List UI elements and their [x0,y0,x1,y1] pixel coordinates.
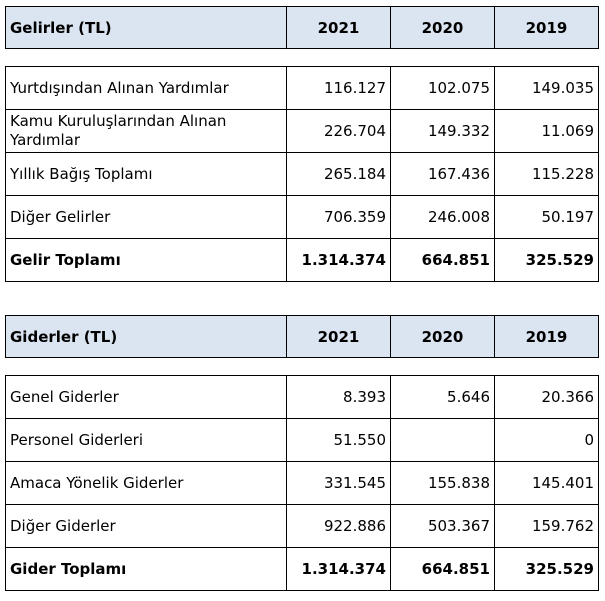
row-label: Personel Giderleri [5,418,287,462]
expense-header-2019: 2019 [494,315,599,358]
value-2020: 102.075 [390,66,495,110]
table-row: Personel Giderleri 51.550 0 [5,418,599,462]
value-2021: 116.127 [286,66,391,110]
value-2021: 331.545 [286,461,391,505]
value-2019: 20.366 [494,375,599,419]
income-header-2021: 2021 [286,6,391,49]
table-row: Diğer Gelirler 706.359 246.008 50.197 [5,195,599,239]
table-row: Genel Giderler 8.393 5.646 20.366 [5,375,599,419]
row-label: Kamu Kuruluşlarından Alınan Yardımlar [5,109,287,153]
value-2019: 0 [494,418,599,462]
income-header-label: Gelirler (TL) [5,6,287,49]
value-2019: 159.762 [494,504,599,548]
value-2021: 706.359 [286,195,391,239]
expense-header-2020: 2020 [390,315,495,358]
income-header-2020: 2020 [390,6,495,49]
value-2020: 155.838 [390,461,495,505]
total-2019: 325.529 [494,547,599,591]
income-header-2019: 2019 [494,6,599,49]
value-2020: 5.646 [390,375,495,419]
row-label: Diğer Giderler [5,504,287,548]
total-2021: 1.314.374 [286,547,391,591]
value-2019: 149.035 [494,66,599,110]
expense-header-2021: 2021 [286,315,391,358]
income-header-row: Gelirler (TL) 2021 2020 2019 [5,6,599,49]
total-2020: 664.851 [390,547,495,591]
value-2019: 11.069 [494,109,599,153]
row-label: Yıllık Bağış Toplamı [5,152,287,196]
row-label: Diğer Gelirler [5,195,287,239]
spacer-row [5,357,599,376]
total-2019: 325.529 [494,238,599,282]
value-2019: 50.197 [494,195,599,239]
expense-header-label: Giderler (TL) [5,315,287,358]
row-label: Amaca Yönelik Giderler [5,461,287,505]
total-2021: 1.314.374 [286,238,391,282]
total-row: Gelir Toplamı 1.314.374 664.851 325.529 [5,238,599,282]
value-2020: 246.008 [390,195,495,239]
value-2021: 51.550 [286,418,391,462]
income-table: Gelirler (TL) 2021 2020 2019 Yurtdışında… [5,6,599,282]
expense-table: Giderler (TL) 2021 2020 2019 Genel Gider… [5,315,599,591]
total-2020: 664.851 [390,238,495,282]
value-2020: 503.367 [390,504,495,548]
table-row: Yıllık Bağış Toplamı 265.184 167.436 115… [5,152,599,196]
table-row: Amaca Yönelik Giderler 331.545 155.838 1… [5,461,599,505]
table-row: Diğer Giderler 922.886 503.367 159.762 [5,504,599,548]
value-2021: 265.184 [286,152,391,196]
row-label: Yurtdışından Alınan Yardımlar [5,66,287,110]
total-row: Gider Toplamı 1.314.374 664.851 325.529 [5,547,599,591]
expense-header-row: Giderler (TL) 2021 2020 2019 [5,315,599,358]
value-2020 [390,418,495,462]
value-2019: 145.401 [494,461,599,505]
value-2019: 115.228 [494,152,599,196]
table-row: Kamu Kuruluşlarından Alınan Yardımlar 22… [5,109,599,153]
table-row: Yurtdışından Alınan Yardımlar 116.127 10… [5,66,599,110]
row-label: Genel Giderler [5,375,287,419]
spacer-row [5,48,599,67]
total-label: Gider Toplamı [5,547,287,591]
value-2020: 167.436 [390,152,495,196]
total-label: Gelir Toplamı [5,238,287,282]
value-2021: 8.393 [286,375,391,419]
value-2020: 149.332 [390,109,495,153]
value-2021: 226.704 [286,109,391,153]
value-2021: 922.886 [286,504,391,548]
